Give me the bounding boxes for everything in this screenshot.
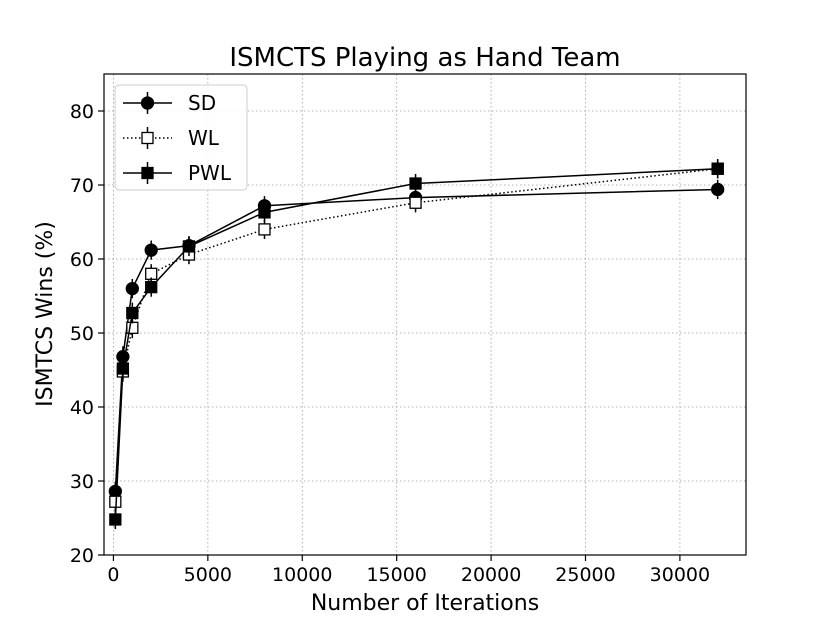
series-pwl: [109, 159, 724, 530]
y-tick-label: 50: [70, 323, 94, 345]
y-tick-label: 60: [70, 249, 94, 271]
data-point: [126, 306, 139, 320]
data-point: [116, 362, 130, 375]
series-sd: [108, 179, 725, 501]
y-tick-label: 30: [70, 471, 94, 493]
plot-frame: [103, 73, 747, 556]
data-point: [125, 281, 139, 296]
legend-label: WL: [188, 126, 220, 150]
y-axis-label: ISMTCS Wins (%): [33, 221, 58, 407]
data-point: [109, 513, 122, 526]
x-tick-label: 25000: [555, 564, 615, 586]
x-tick-label: 20000: [461, 564, 521, 586]
y-tick-label: 40: [70, 397, 94, 419]
x-tick-label: 10000: [272, 564, 332, 586]
data-point: [711, 162, 724, 175]
data-point: [258, 206, 271, 219]
series-line: [114, 167, 718, 502]
y-tick-label: 20: [70, 545, 94, 567]
data-point: [144, 243, 158, 257]
x-axis-label: Number of Iterations: [311, 591, 539, 616]
data-point: [258, 223, 271, 236]
x-tick-label: 0: [107, 564, 119, 586]
data-point: [409, 196, 422, 209]
chart-title: ISMCTS Playing as Hand Team: [229, 43, 620, 73]
series-line: [114, 167, 718, 520]
x-tick-label: 5000: [184, 564, 232, 586]
legend-marker: [141, 131, 154, 145]
legend-item-wl: WL: [123, 126, 220, 150]
series-wl: [109, 159, 724, 512]
y-tick-label: 80: [70, 101, 94, 123]
x-tick-label: 30000: [650, 564, 710, 586]
legend-marker: [140, 96, 155, 110]
series-line: [114, 188, 718, 492]
data-point: [182, 240, 196, 253]
data-point: [711, 182, 725, 197]
data-point: [145, 280, 158, 294]
data-point: [409, 177, 422, 190]
legend-item-pwl: PWL: [123, 161, 232, 185]
legend-item-sd: SD: [123, 91, 216, 115]
plot-series: [108, 159, 725, 530]
y-tick-label: 70: [70, 175, 94, 197]
legend-marker: [141, 166, 154, 180]
legend: SD WL PWL: [114, 84, 248, 191]
legend-label: PWL: [188, 161, 232, 185]
legend-label: SD: [188, 91, 216, 115]
axis-ticks: 0 5000 10000 15000 20000 25000 30000 20 30 40 50 60…: [70, 101, 710, 586]
x-tick-label: 15000: [366, 564, 426, 586]
